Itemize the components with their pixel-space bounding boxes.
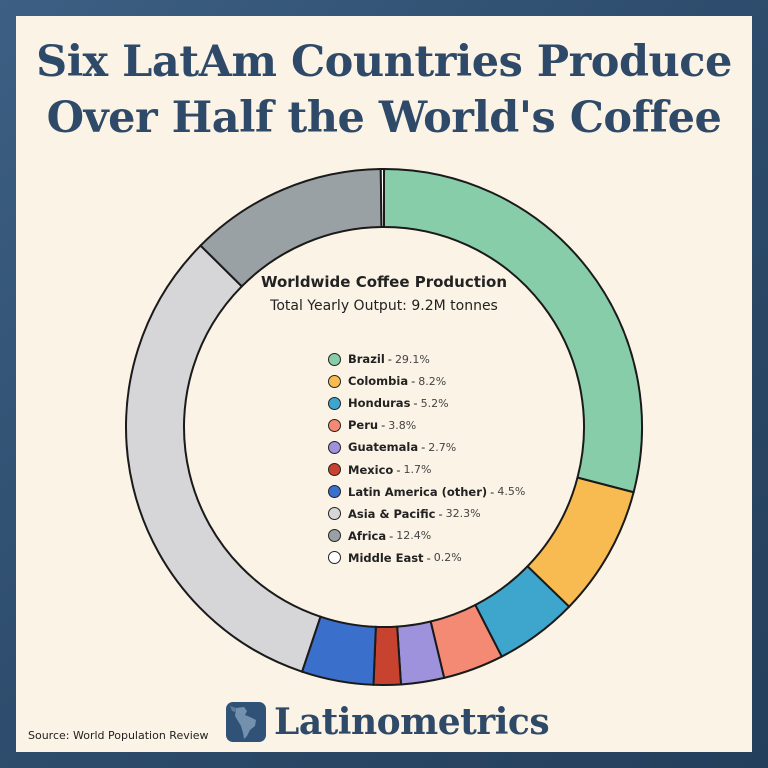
legend-value: 12.4% — [396, 529, 432, 543]
legend-item-latin-america-other: Latin America (other) -4.5% — [328, 481, 568, 503]
legend-swatch — [328, 507, 341, 521]
legend-value: 3.8% — [388, 418, 417, 432]
legend-label: Asia & Pacific — [348, 506, 436, 521]
legend-item-africa: Africa -12.4% — [328, 525, 568, 547]
legend-item-asia-pacific: Asia & Pacific -32.3% — [328, 503, 568, 525]
slice-mexico — [372, 625, 403, 686]
legend-separator: - — [421, 440, 426, 455]
legend-value: 4.5% — [497, 485, 526, 499]
legend-label: Brazil — [348, 352, 385, 367]
legend-swatch — [328, 440, 341, 454]
legend-separator: - — [389, 528, 394, 543]
legend-value: 0.2% — [433, 551, 462, 565]
latin-america-map-icon — [226, 702, 266, 742]
legend-label: Honduras — [348, 396, 411, 411]
legend-item-middle-east: Middle East -0.2% — [328, 547, 568, 569]
legend-separator: - — [411, 374, 416, 389]
slice-africa — [199, 168, 383, 288]
legend-item-honduras: Honduras -5.2% — [328, 392, 568, 414]
legend-value: 1.7% — [403, 463, 432, 477]
legend-swatch — [328, 551, 341, 565]
legend-swatch — [328, 418, 341, 432]
legend-label: Latin America (other) — [348, 484, 488, 499]
legend-swatch — [328, 374, 341, 388]
chart-subtitle: Total Yearly Output: 9.2M tonnes — [270, 298, 498, 314]
title-line-2: Over Half the World's Coffee — [46, 93, 722, 143]
legend-swatch — [328, 463, 341, 477]
legend-label: Middle East — [348, 550, 424, 565]
legend-item-peru: Peru -3.8% — [328, 414, 568, 436]
legend-value: 29.1% — [394, 352, 430, 366]
title-line-1: Six LatAm Countries Produce — [36, 37, 732, 87]
legend-separator: - — [413, 396, 418, 411]
legend-item-brazil: Brazil -29.1% — [328, 348, 568, 370]
legend-value: 8.2% — [418, 374, 447, 388]
source-note: Source: World Population Review — [28, 729, 209, 742]
legend-swatch — [328, 529, 341, 543]
page-title: Six LatAm Countries Produce Over Half th… — [16, 34, 752, 146]
legend-separator: - — [396, 462, 401, 477]
legend-item-guatemala: Guatemala -2.7% — [328, 436, 568, 458]
legend-separator: - — [387, 352, 392, 367]
legend-value: 2.7% — [428, 440, 457, 454]
legend-label: Colombia — [348, 374, 409, 389]
chart-title: Worldwide Coffee Production — [260, 273, 508, 291]
legend-label: Mexico — [348, 462, 394, 477]
legend-label: Africa — [348, 528, 387, 543]
legend-item-colombia: Colombia -8.2% — [328, 370, 568, 392]
chart-center-block: Worldwide Coffee Production Total Yearly… — [224, 272, 544, 317]
brand-logo: Latinometrics — [226, 700, 550, 744]
legend-swatch — [328, 352, 341, 366]
legend-separator: - — [438, 506, 443, 521]
legend-item-mexico: Mexico -1.7% — [328, 458, 568, 480]
brand-name: Latinometrics — [274, 701, 550, 743]
slice-brazil — [383, 167, 643, 494]
legend-swatch — [328, 396, 341, 410]
slice-middle-east — [379, 167, 385, 229]
legend-label: Guatemala — [348, 440, 419, 455]
legend-swatch — [328, 485, 341, 499]
legend-value: 5.2% — [420, 396, 449, 410]
legend-label: Peru — [348, 418, 379, 433]
legend-separator: - — [381, 418, 386, 433]
legend-separator: - — [490, 484, 495, 499]
legend-separator: - — [426, 550, 431, 565]
slice-asia-pacific — [125, 244, 322, 673]
chart-legend: Brazil -29.1% Colombia -8.2% Honduras -5.2% Pe… — [328, 348, 568, 569]
legend-value: 32.3% — [445, 507, 481, 521]
